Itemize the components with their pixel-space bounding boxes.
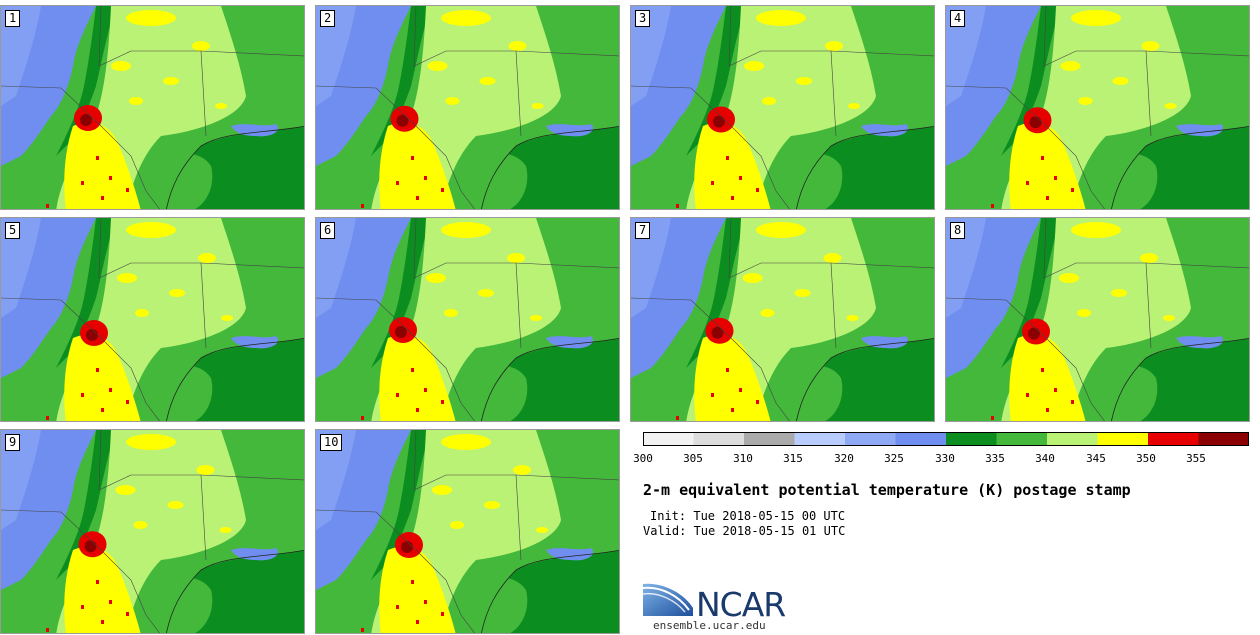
colorbar-tick-label: 350 [1136, 452, 1156, 465]
figure-title: 2-m equivalent potential temperature (K)… [643, 481, 1131, 499]
colorbar [643, 432, 1249, 446]
colorbar-tick-label: 325 [884, 452, 904, 465]
colorbar-tick-label: 315 [783, 452, 803, 465]
member-panel-3: 3 [630, 5, 935, 210]
member-label: 8 [950, 222, 966, 239]
member-panel-7: 7 [630, 217, 935, 422]
theta-e-map [631, 6, 934, 209]
colorbar-swatch [1148, 432, 1199, 446]
colorbar-tick-label: 330 [935, 452, 955, 465]
colorbar-swatch [794, 432, 846, 446]
colorbar-tick-label: 355 [1186, 452, 1206, 465]
member-panel-4: 4 [945, 5, 1250, 210]
colorbar-tick-label: 335 [985, 452, 1005, 465]
colorbar-border [643, 432, 1249, 446]
colorbar-tick-label: 300 [633, 452, 653, 465]
colorbar-swatch [1097, 432, 1149, 446]
theta-e-map [1, 430, 304, 633]
colorbar-tick-label: 310 [733, 452, 753, 465]
colorbar-swatch [643, 432, 694, 446]
valid-time: Valid: Tue 2018-05-15 01 UTC [643, 524, 846, 538]
theta-e-map [316, 218, 619, 421]
colorbar-swatch [1198, 432, 1249, 446]
colorbar-tick-label: 305 [683, 452, 703, 465]
theta-e-map [1, 6, 304, 209]
member-label: 7 [635, 222, 651, 239]
ncar-logo-icon [643, 583, 693, 616]
member-label: 2 [320, 10, 336, 27]
ncar-logo-text: NCAR [696, 585, 786, 624]
member-label: 1 [5, 10, 21, 27]
member-panel-2: 2 [315, 5, 620, 210]
colorbar-swatch [1047, 432, 1098, 446]
member-panel-9: 9 [0, 429, 305, 634]
colorbar-swatch [693, 432, 745, 446]
theta-e-map [631, 218, 934, 421]
theta-e-map [946, 218, 1249, 421]
init-time: Init: Tue 2018-05-15 00 UTC [650, 509, 846, 523]
theta-e-map [316, 430, 619, 633]
member-panel-5: 5 [0, 217, 305, 422]
member-label: 3 [635, 10, 651, 27]
member-label: 6 [320, 222, 336, 239]
member-panel-6: 6 [315, 217, 620, 422]
theta-e-map [1, 218, 304, 421]
colorbar-tick-label: 345 [1086, 452, 1106, 465]
member-label: 5 [5, 222, 21, 239]
colorbar-swatch [895, 432, 947, 446]
colorbar-swatch [996, 432, 1048, 446]
colorbar-swatch [946, 432, 997, 446]
colorbar-swatch [845, 432, 896, 446]
member-panel-8: 8 [945, 217, 1250, 422]
colorbar-tick-label: 320 [834, 452, 854, 465]
member-panel-10: 10 [315, 429, 620, 634]
member-label: 10 [320, 434, 343, 451]
site-url: ensemble.ucar.edu [653, 619, 766, 632]
colorbar-tick-label: 340 [1035, 452, 1055, 465]
colorbar-swatch [744, 432, 795, 446]
theta-e-map [316, 6, 619, 209]
theta-e-map [946, 6, 1249, 209]
member-panel-1: 1 [0, 5, 305, 210]
member-label: 4 [950, 10, 966, 27]
member-label: 9 [5, 434, 21, 451]
